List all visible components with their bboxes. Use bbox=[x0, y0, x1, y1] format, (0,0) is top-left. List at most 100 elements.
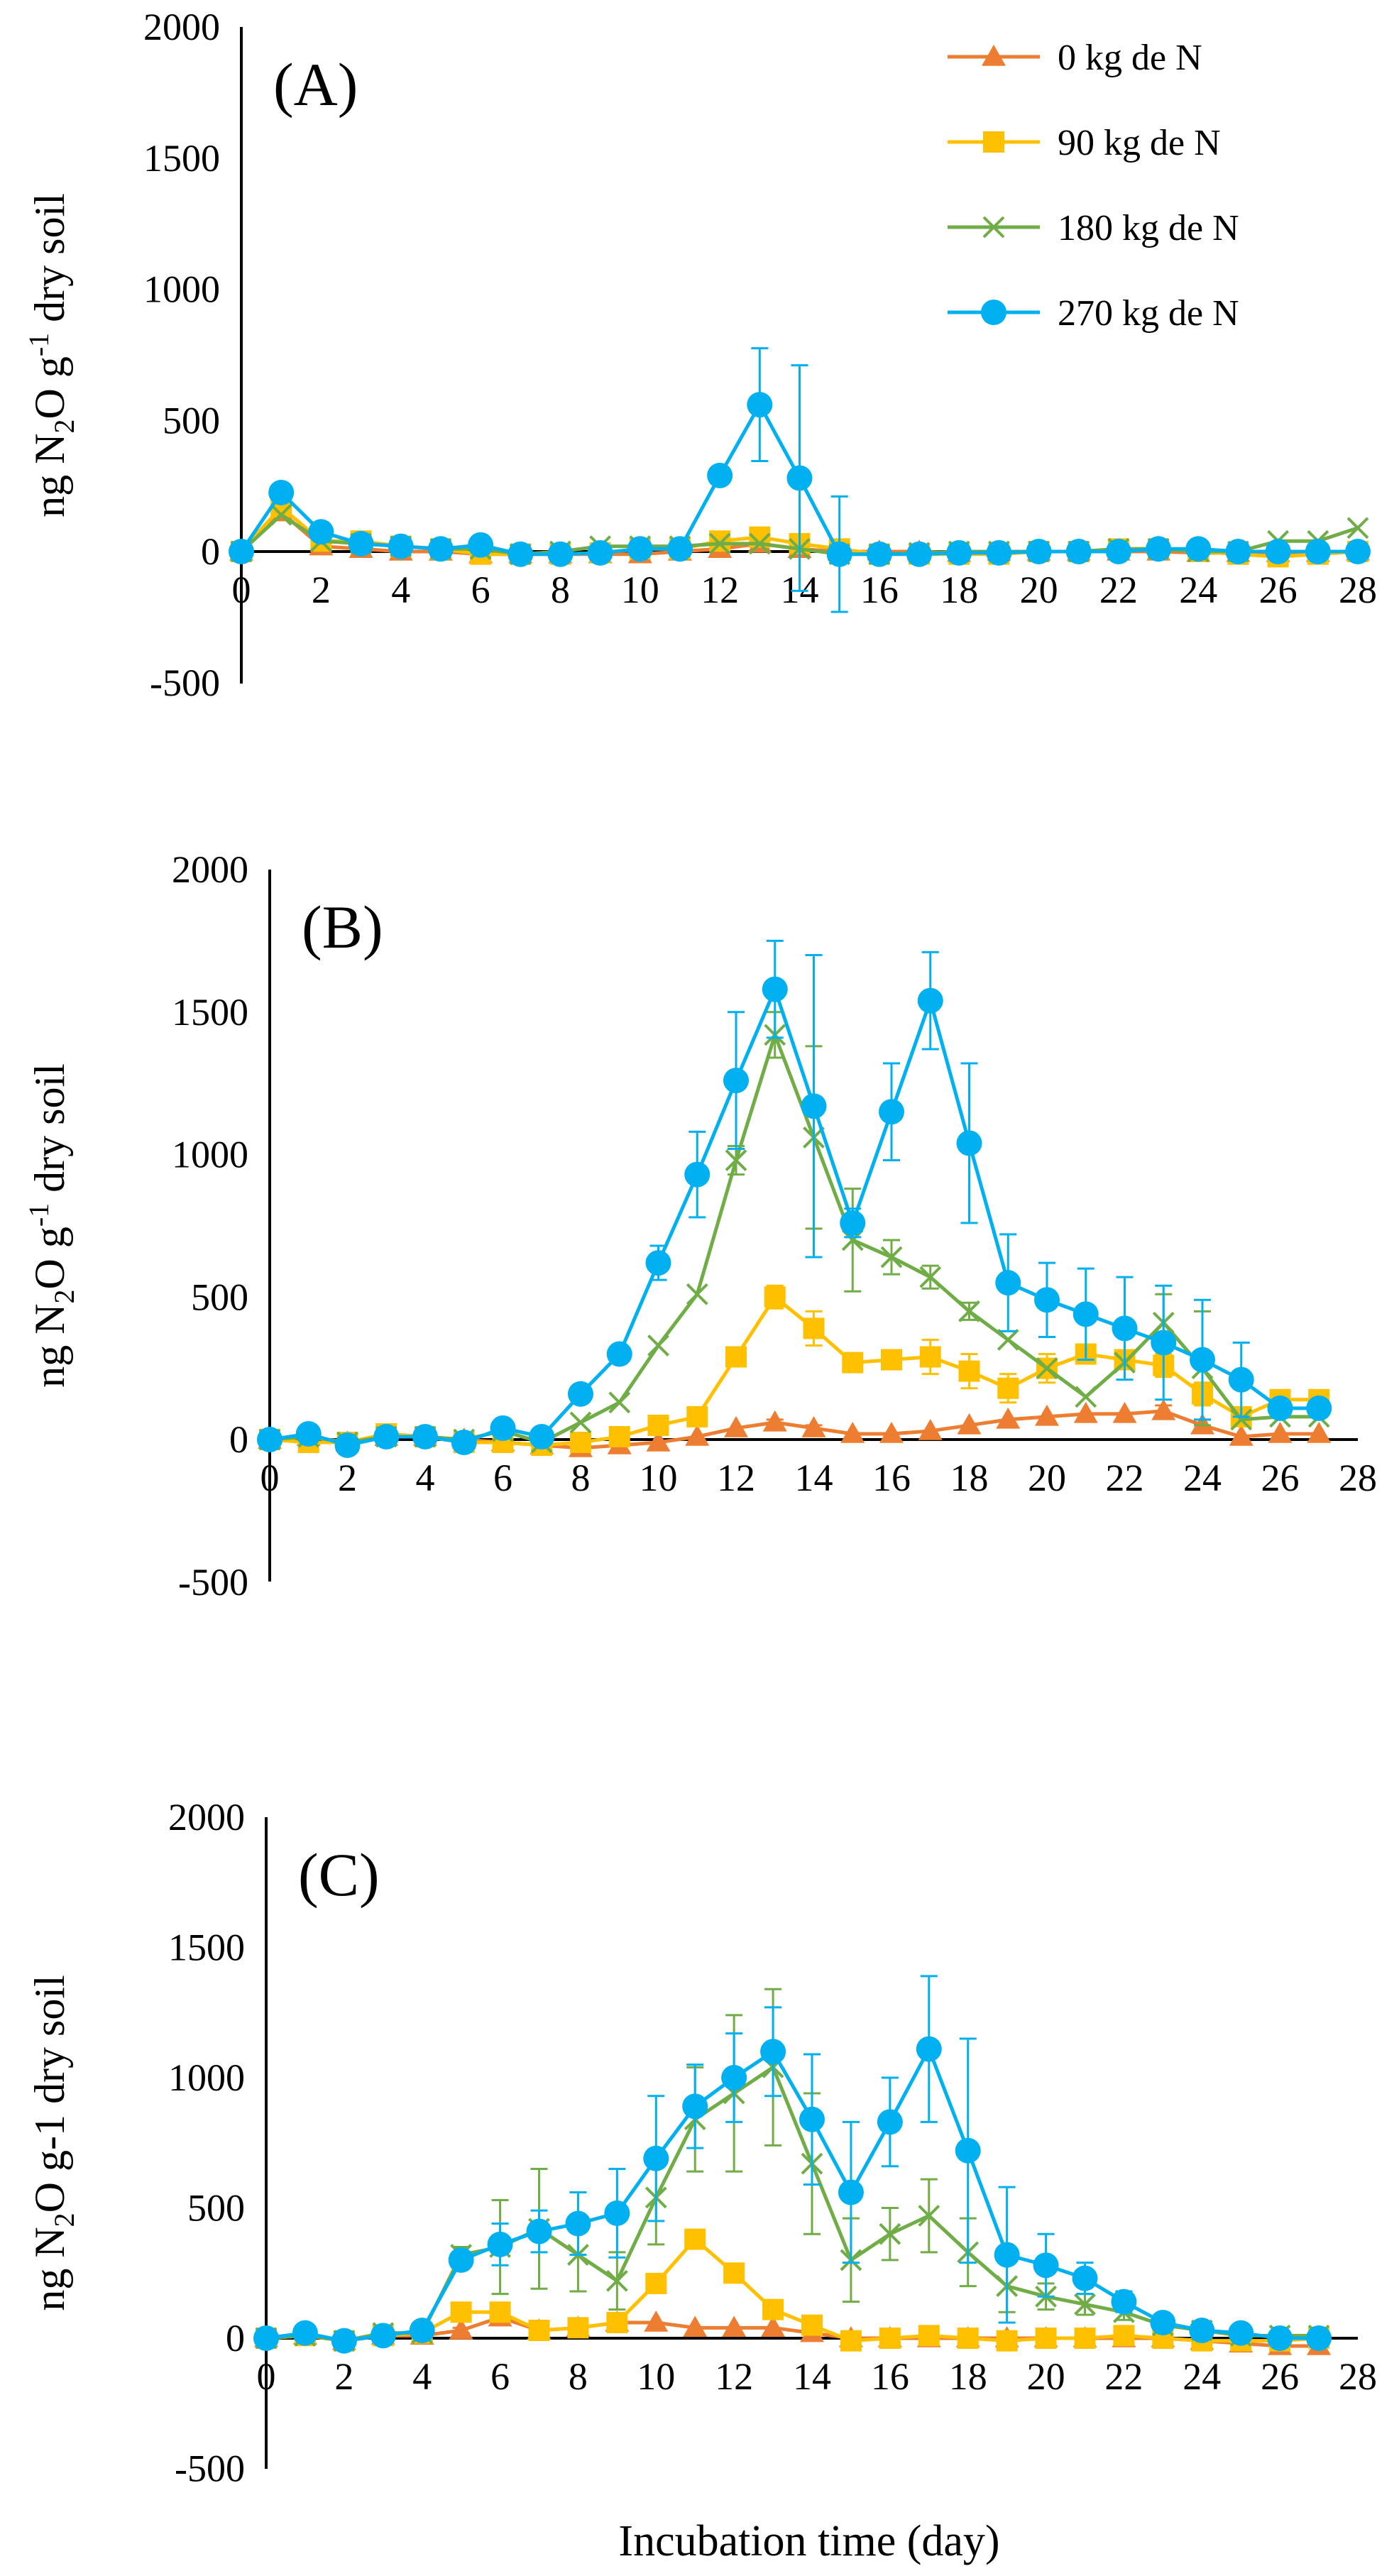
data-point bbox=[528, 2319, 550, 2341]
data-point bbox=[412, 1423, 438, 1449]
x-tick-label: 4 bbox=[391, 569, 410, 611]
data-point bbox=[270, 503, 292, 526]
data-point bbox=[1189, 2317, 1215, 2343]
x-tick-label: 20 bbox=[1028, 1457, 1066, 1499]
x-tick-label: 28 bbox=[1339, 569, 1377, 611]
series-x bbox=[258, 1011, 1330, 1454]
data-point-stroke-b bbox=[725, 1149, 747, 1171]
data-point bbox=[722, 2315, 747, 2337]
data-point-stroke-b bbox=[686, 1283, 708, 1305]
data-point bbox=[996, 2330, 1018, 2352]
data-point bbox=[803, 1317, 825, 1339]
data-point bbox=[994, 2242, 1020, 2268]
legend-marker-stroke-b bbox=[982, 216, 1005, 239]
data-point-stroke-b bbox=[748, 532, 771, 555]
data-point-stroke-b bbox=[647, 1334, 669, 1356]
data-point bbox=[1072, 2265, 1098, 2291]
y-axis-label-superscript: -1 bbox=[23, 333, 55, 356]
data-point bbox=[370, 2323, 396, 2349]
x-tick-label: 2 bbox=[338, 1457, 357, 1499]
data-point bbox=[997, 1377, 1019, 1399]
legend-marker bbox=[982, 45, 1006, 66]
data-point bbox=[1307, 1421, 1332, 1443]
x-tick-label: 0 bbox=[232, 569, 251, 611]
data-point bbox=[605, 2269, 628, 2292]
series-circle bbox=[257, 939, 1332, 1459]
x-tick-label: 18 bbox=[949, 2355, 987, 2398]
y-tick-label: 1000 bbox=[143, 268, 220, 311]
data-point-stroke-b bbox=[879, 2223, 901, 2245]
data-point bbox=[1146, 536, 1172, 562]
data-point-stroke-b bbox=[1075, 1386, 1097, 1408]
data-point bbox=[647, 1334, 669, 1356]
data-point bbox=[1112, 1401, 1137, 1423]
data-point-stroke-b bbox=[918, 2205, 940, 2227]
x-tick-label: 26 bbox=[1261, 2355, 1299, 2398]
x-tick-label: 28 bbox=[1339, 2355, 1377, 2398]
data-point bbox=[723, 2262, 745, 2284]
data-point bbox=[801, 1093, 827, 1119]
data-point bbox=[1185, 536, 1212, 562]
data-point bbox=[725, 1346, 747, 1368]
data-point bbox=[1033, 2252, 1059, 2279]
data-point bbox=[1305, 539, 1331, 564]
data-point-stroke-b bbox=[958, 1300, 980, 1322]
data-point bbox=[877, 2109, 903, 2135]
data-point bbox=[906, 541, 933, 567]
data-point bbox=[708, 532, 731, 555]
data-point bbox=[292, 2320, 318, 2346]
data-point bbox=[526, 2218, 552, 2245]
data-point bbox=[1074, 2328, 1096, 2349]
data-point-stroke-b bbox=[997, 1329, 1019, 1351]
data-point bbox=[427, 536, 454, 562]
data-point bbox=[646, 1430, 671, 1452]
x-tick-label: 28 bbox=[1339, 1457, 1377, 1499]
data-point bbox=[487, 2231, 513, 2257]
x-axis-title: Incubation time (day) bbox=[618, 2517, 999, 2565]
x-tick-label: 24 bbox=[1183, 1457, 1222, 1499]
data-point bbox=[1306, 1395, 1332, 1421]
data-point bbox=[448, 2247, 474, 2273]
legend-label: 90 kg de N bbox=[1058, 123, 1221, 163]
data-point bbox=[801, 1415, 826, 1437]
data-point bbox=[866, 541, 892, 567]
data-point bbox=[919, 1346, 941, 1368]
data-point bbox=[958, 1360, 980, 1382]
x-tick-label: 0 bbox=[257, 2355, 276, 2398]
data-point bbox=[1267, 1395, 1293, 1421]
x-tick-label: 22 bbox=[1104, 2355, 1143, 2398]
data-point bbox=[450, 2301, 472, 2323]
x-tick-label: 20 bbox=[1027, 2355, 1065, 2398]
data-point-stroke-b bbox=[569, 1411, 592, 1434]
x-tick-label: 4 bbox=[412, 2355, 432, 2398]
x-tick-label: 16 bbox=[860, 569, 899, 611]
y-axis-label-part: O g-1 dry soil bbox=[26, 1975, 73, 2213]
y-axis-label-subscript: 2 bbox=[48, 420, 80, 434]
data-point bbox=[608, 1425, 630, 1447]
data-point bbox=[468, 532, 494, 558]
data-point bbox=[748, 532, 771, 555]
x-tick-label: 20 bbox=[1020, 569, 1058, 611]
y-tick-label: 500 bbox=[191, 1276, 248, 1318]
x-tick-label: 12 bbox=[701, 569, 739, 611]
y-tick-label: 1000 bbox=[168, 2056, 245, 2099]
data-point bbox=[1228, 2320, 1254, 2346]
panel-label: (C) bbox=[298, 1841, 380, 1909]
data-point bbox=[606, 1341, 632, 1367]
data-point-stroke-b bbox=[1230, 1408, 1253, 1431]
data-point-stroke-b bbox=[708, 532, 731, 555]
y-tick-label: -500 bbox=[150, 662, 220, 704]
data-point bbox=[1035, 2328, 1057, 2349]
x-tick-label: 14 bbox=[793, 2355, 831, 2398]
data-point-stroke-b bbox=[919, 1266, 942, 1288]
data-point bbox=[955, 2137, 981, 2164]
data-point bbox=[786, 465, 813, 491]
data-point bbox=[409, 2317, 435, 2343]
data-point bbox=[1229, 1424, 1253, 1446]
y-axis-label-part: dry soil bbox=[26, 193, 73, 333]
y-tick-label: 2000 bbox=[143, 6, 220, 48]
data-point bbox=[686, 1283, 708, 1305]
data-point bbox=[997, 1329, 1019, 1351]
data-point bbox=[946, 539, 972, 566]
